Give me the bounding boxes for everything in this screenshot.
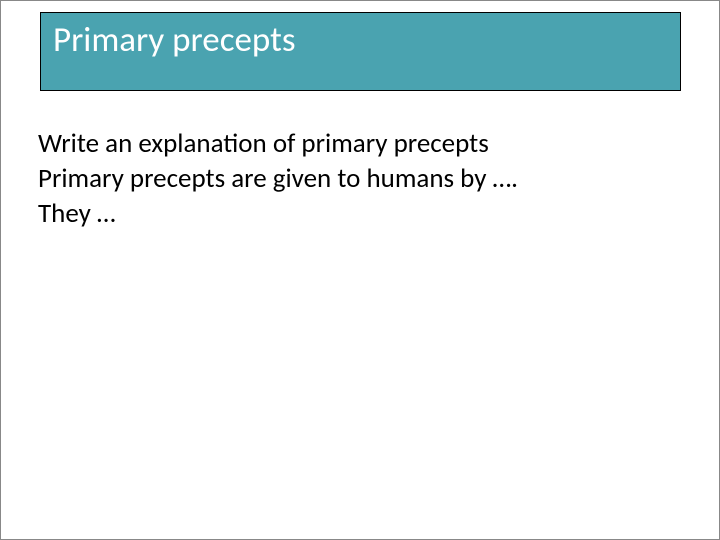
title-box: Primary precepts (40, 12, 681, 91)
body-line: Primary precepts are given to humans by … (38, 161, 683, 196)
slide-title: Primary precepts (53, 19, 296, 61)
slide: Primary precepts Write an explanation of… (0, 0, 720, 540)
body-line: Write an explanation of primary precepts (38, 126, 683, 161)
body-text-box: Write an explanation of primary precepts… (38, 126, 683, 231)
body-line: They … (38, 196, 683, 231)
